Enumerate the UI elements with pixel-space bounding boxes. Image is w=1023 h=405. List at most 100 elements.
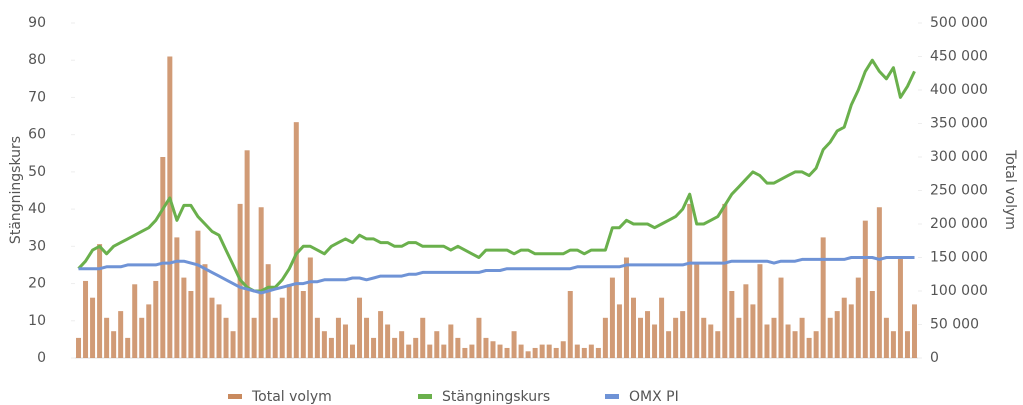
- bar: [560, 341, 566, 358]
- line: [78, 256, 915, 295]
- bar: [167, 56, 173, 358]
- bar: [897, 257, 903, 358]
- bar: [209, 297, 215, 358]
- y2-tick-label: 0: [930, 350, 939, 366]
- bar: [652, 324, 658, 358]
- bar: [455, 337, 461, 358]
- bar: [574, 344, 580, 358]
- bar: [848, 304, 854, 358]
- bar: [553, 347, 559, 358]
- y-tick-label: 10: [28, 313, 46, 329]
- bar: [595, 347, 601, 358]
- bar: [525, 351, 531, 358]
- bar: [623, 257, 629, 358]
- bar: [862, 220, 868, 358]
- bar: [181, 277, 187, 358]
- bar: [76, 337, 82, 358]
- bar: [630, 297, 636, 358]
- legend-label: OMX PI: [629, 389, 679, 405]
- bar: [392, 337, 398, 358]
- bar: [827, 317, 833, 358]
- bar: [876, 207, 882, 358]
- bar: [532, 347, 538, 358]
- bar: [659, 297, 665, 358]
- y-tick-label: 70: [28, 89, 46, 105]
- bar: [251, 317, 257, 358]
- y-axis-label: Stängningskurs: [8, 136, 24, 244]
- bar: [153, 280, 159, 358]
- bar: [272, 317, 278, 358]
- y2-tick-label: 50 000: [930, 317, 979, 333]
- legend-swatch: [228, 394, 242, 399]
- bar: [757, 264, 763, 358]
- bar: [195, 230, 201, 358]
- bar: [258, 207, 264, 358]
- bar: [476, 317, 482, 358]
- bar: [785, 324, 791, 358]
- bar: [286, 284, 292, 358]
- bar: [883, 317, 889, 358]
- y2-tick-label: 450 000: [930, 49, 988, 65]
- bar: [448, 324, 454, 358]
- y-tick-label: 40: [28, 201, 46, 217]
- bar: [602, 317, 608, 358]
- bar: [588, 344, 594, 358]
- legend-label: Total volym: [251, 389, 332, 405]
- y-tick-label: 30: [28, 238, 46, 254]
- bar: [701, 317, 707, 358]
- bar: [300, 291, 306, 358]
- bar: [750, 304, 756, 358]
- y-tick-label: 0: [37, 350, 46, 366]
- bar: [349, 344, 355, 358]
- bar: [581, 347, 587, 358]
- bar: [736, 317, 742, 358]
- bar: [111, 331, 117, 358]
- bar: [328, 337, 334, 358]
- bar: [97, 244, 103, 358]
- bar: [385, 324, 391, 358]
- bar: [869, 291, 875, 358]
- bar: [743, 284, 749, 358]
- bar: [729, 291, 735, 358]
- bar: [174, 237, 180, 358]
- bar: [420, 317, 426, 358]
- bar: [413, 337, 419, 358]
- bar: [307, 257, 313, 358]
- y2-axis-label: Total volym: [1002, 149, 1018, 230]
- bar: [820, 237, 826, 358]
- bar: [638, 317, 644, 358]
- bar: [118, 311, 124, 358]
- bar: [342, 324, 348, 358]
- bar: [146, 304, 152, 358]
- bar: [673, 317, 679, 358]
- y2-tick-label: 350 000: [930, 116, 988, 132]
- y-tick-label: 90: [28, 15, 46, 31]
- bar: [567, 291, 573, 358]
- bar: [645, 311, 651, 358]
- bar: [469, 344, 475, 358]
- legend-label: Stängningskurs: [442, 389, 550, 405]
- bar: [364, 317, 370, 358]
- bar: [497, 344, 503, 358]
- bar: [427, 344, 433, 358]
- bar: [687, 203, 693, 358]
- bar: [216, 304, 222, 358]
- y-tick-label: 20: [28, 276, 46, 292]
- bar: [708, 324, 714, 358]
- bar: [132, 284, 138, 358]
- y2-tick-label: 400 000: [930, 82, 988, 98]
- bar: [188, 291, 194, 358]
- bar: [406, 344, 412, 358]
- bar: [771, 317, 777, 358]
- bar: [139, 317, 145, 358]
- bar: [230, 331, 236, 358]
- bar: [778, 277, 784, 358]
- bar: [441, 344, 447, 358]
- bar: [83, 280, 89, 358]
- bar: [855, 277, 861, 358]
- bar: [104, 317, 110, 358]
- bar: [666, 331, 672, 358]
- y2-tick-label: 200 000: [930, 216, 988, 232]
- bar: [890, 331, 896, 358]
- y2-tick-label: 500 000: [930, 15, 988, 31]
